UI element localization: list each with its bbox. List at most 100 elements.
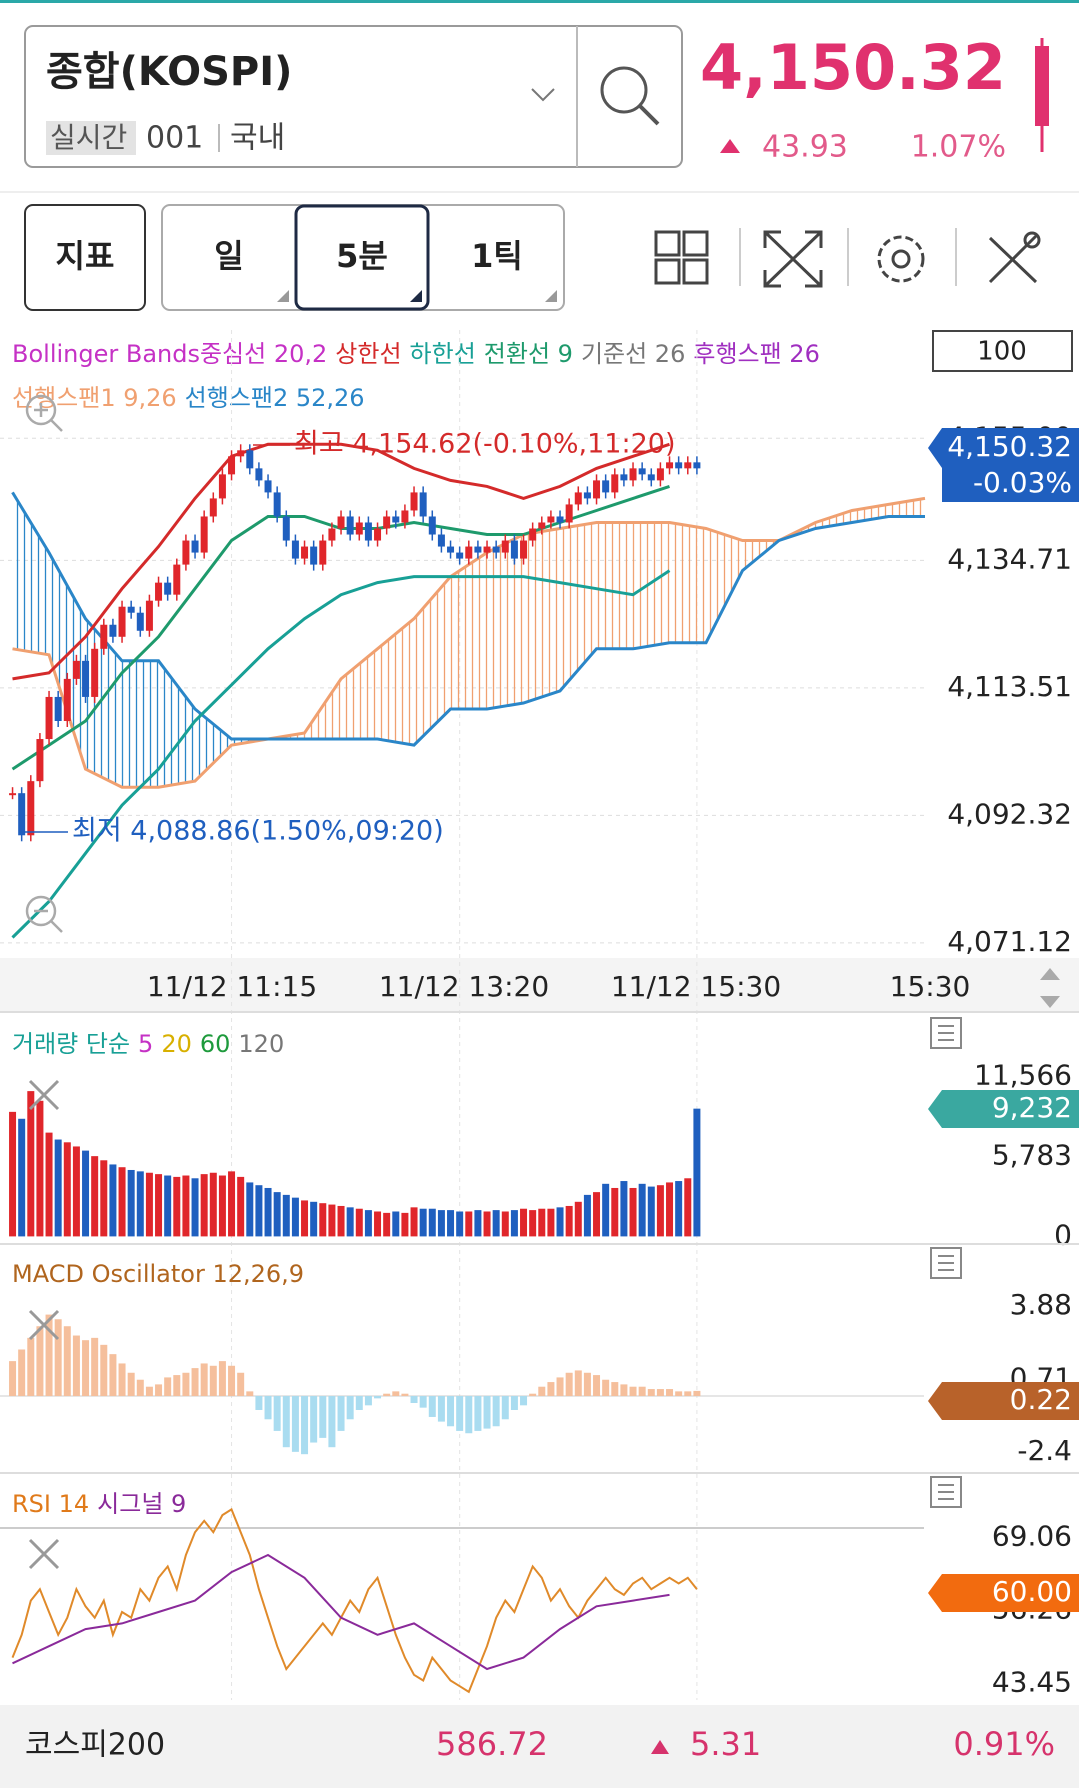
volume-bar (145, 1172, 153, 1237)
volume-bar (437, 1210, 445, 1237)
macd-bar (337, 1396, 345, 1431)
close-icon[interactable] (28, 1309, 60, 1341)
macd-bar (291, 1396, 299, 1452)
candle (91, 648, 99, 697)
legend: Bollinger Bands중심선 20,2 상한선 하한선 전환선 9 기준선 26… (12, 340, 820, 368)
macd-bar (510, 1396, 518, 1410)
legend-item: 60 (200, 1030, 231, 1058)
volume-bar (666, 1182, 674, 1237)
x-tick-label: 11/12 15:30 (611, 970, 781, 1003)
main-legend: Bollinger Bands중심선 20,2 상한선 하한선 전환선 9 기준선 26… (12, 340, 820, 412)
cloud-segment (195, 708, 232, 782)
period-button[interactable]: 1틱 (471, 237, 523, 275)
x-tick-label: 11/12 11:15 (147, 970, 317, 1003)
legend-item: 선행스팬1 9,26 (12, 384, 177, 412)
macd-bar (629, 1386, 637, 1397)
search-box[interactable] (24, 25, 683, 168)
macd-bar (693, 1390, 701, 1397)
axis-spinner[interactable] (1040, 968, 1060, 1008)
tools-icon[interactable] (988, 231, 1041, 284)
footer-name: 코스피200 (25, 1728, 165, 1763)
zoom-out-icon[interactable] (25, 895, 63, 933)
footer-change: 5.31 (690, 1725, 761, 1763)
settings-icon[interactable] (877, 235, 925, 283)
close-icon[interactable] (28, 1079, 60, 1111)
volume-bar (593, 1192, 601, 1237)
expand-icon[interactable] (763, 230, 823, 288)
candle (629, 468, 637, 481)
volume-bar (246, 1182, 254, 1237)
macd-bar (565, 1372, 573, 1397)
search-icon[interactable] (600, 66, 648, 114)
price-tag-rate: -0.03% (973, 466, 1072, 499)
candle (593, 480, 601, 499)
macd-bar (18, 1349, 26, 1397)
macd-bar (447, 1396, 455, 1427)
footer-bar (0, 1705, 1079, 1788)
market: 국내 (230, 121, 285, 156)
footer-price: 586.72 (436, 1725, 548, 1763)
menu-icon[interactable] (930, 1476, 962, 1508)
legend-item: 시그널 9 (97, 1490, 186, 1518)
volume-bar (656, 1185, 664, 1237)
macd-bar (656, 1389, 664, 1397)
macd-bar (574, 1370, 582, 1397)
time-axis-bg (0, 958, 1079, 1012)
candle (684, 462, 692, 469)
macd-bar (492, 1396, 500, 1427)
volume-bar (638, 1183, 646, 1237)
macd-bar (456, 1396, 464, 1431)
volume-bar (684, 1178, 692, 1237)
macd-bar (100, 1344, 108, 1397)
close-icon[interactable] (28, 1538, 60, 1570)
candle (291, 540, 299, 559)
macd-bar (282, 1396, 290, 1448)
candle (255, 468, 263, 481)
candle (638, 468, 646, 475)
menu-icon[interactable] (930, 1247, 962, 1279)
macd-bar (501, 1396, 509, 1420)
zoom-in-icon[interactable] (25, 394, 63, 432)
cloud-segment (560, 522, 597, 691)
candle (310, 546, 318, 565)
candle (529, 528, 537, 541)
volume-bar (483, 1211, 491, 1237)
candle (383, 516, 391, 529)
layout-icon[interactable] (654, 230, 709, 285)
macd-bar (255, 1396, 263, 1410)
volume-bar (136, 1171, 144, 1237)
candle (583, 492, 591, 499)
volume-bar (301, 1200, 309, 1237)
cloud-segment (523, 528, 561, 703)
zoom-box[interactable] (932, 330, 1073, 372)
candle (82, 660, 90, 697)
volume-bar (611, 1187, 619, 1237)
volume-bar (191, 1178, 199, 1237)
candle (100, 624, 108, 649)
indicator-button[interactable] (24, 204, 146, 311)
menu-icon[interactable] (930, 1017, 962, 1049)
macd-bar (45, 1314, 53, 1397)
macd-bar (237, 1372, 245, 1397)
legend-item: 5 (138, 1030, 153, 1058)
mini-candle-body (1035, 46, 1049, 126)
candle (173, 564, 181, 595)
dropdown-chevron[interactable] (531, 88, 555, 102)
index-code: 001 (146, 121, 203, 156)
macd-bar (364, 1396, 372, 1406)
legend-item: 전환선 9 (484, 340, 573, 368)
volume-bar (492, 1210, 500, 1237)
volume-bar (529, 1210, 537, 1237)
period-button[interactable]: 5분 (336, 237, 388, 275)
macd-bar (465, 1396, 473, 1434)
volume-bar (383, 1212, 391, 1237)
volume-bar (45, 1132, 53, 1237)
volume-bar (91, 1156, 99, 1237)
candle (228, 456, 236, 475)
candle (45, 696, 53, 740)
candle (72, 660, 80, 679)
period-button[interactable]: 일 (214, 237, 243, 275)
candle (647, 474, 655, 481)
macd-bar (273, 1396, 281, 1431)
macd-bar (620, 1384, 628, 1397)
